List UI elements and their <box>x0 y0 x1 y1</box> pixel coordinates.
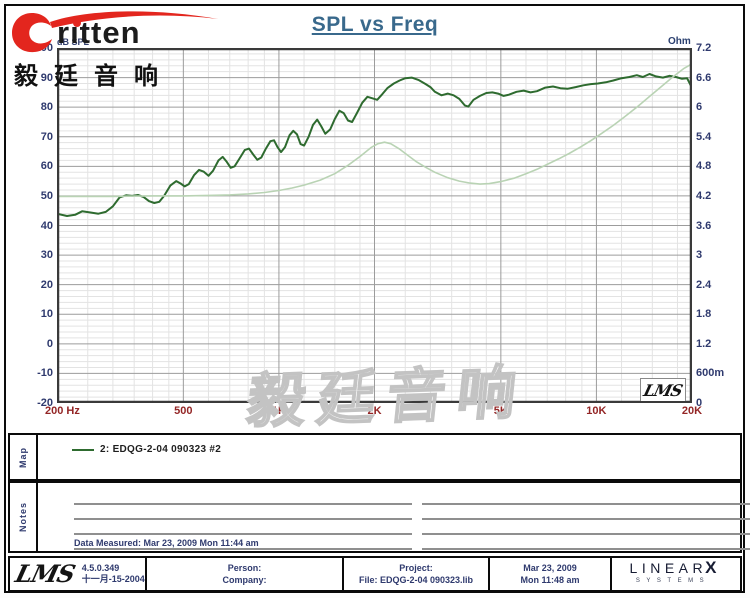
legend-entry: 2: EDQG-2-04 090323 #2 <box>72 444 221 455</box>
y-right-tick-label: 4.8 <box>696 160 712 173</box>
x-tick-label: 200 Hz <box>45 405 80 417</box>
y-left-tick-label: -10 <box>37 367 53 380</box>
map-section-label: Map <box>10 435 38 479</box>
brand-logo: rıtten 毅廷音响 <box>10 6 240 90</box>
y-right-axis-unit: Ohm <box>668 36 691 47</box>
y-right-tick-label: 0 <box>696 397 703 409</box>
y-left-tick-label: 70 <box>40 130 53 143</box>
footer-bar: LMS 4.5.0.349 十一月-15-2004 Person: Compan… <box>8 556 742 592</box>
y-right-tick-label: 3 <box>696 249 703 262</box>
y-left-tick-label: 50 <box>40 189 53 202</box>
app-version: 4.5.0.349 <box>81 563 120 573</box>
note-line <box>74 548 412 550</box>
x-tick-label: 5K <box>493 405 508 417</box>
company-name-cn: 毅廷音响 <box>14 63 174 90</box>
y-right-tick-label: 2.4 <box>696 278 712 291</box>
y-right-tick-label: 5.4 <box>696 130 712 143</box>
y-left-tick-label: 60 <box>40 160 53 173</box>
watermark-text: 毅廷音响 <box>243 359 532 436</box>
page-title: SPL vs Freq <box>311 13 439 36</box>
y-right-tick-label: 3.6 <box>696 219 712 232</box>
y-right-tick-label: 4.2 <box>696 189 712 202</box>
linearx-x: X <box>705 557 717 577</box>
spl-freq-plot <box>57 48 692 403</box>
linearx-text: LINEAR <box>629 559 708 576</box>
person-label: Person: <box>227 563 262 573</box>
notes-section: Notes Data Measured: Mar 23, 2009 Mon 11… <box>8 481 750 553</box>
y-left-tick-label: 90 <box>40 71 53 84</box>
x-tick-label: 1K <box>271 405 286 417</box>
note-line <box>422 503 750 505</box>
footer-person-cell: Person: Company: <box>147 558 344 590</box>
spl-curve <box>57 73 692 217</box>
notes-section-label: Notes <box>10 483 38 551</box>
y-right-tick-label: 6 <box>696 101 703 114</box>
linearx-logo: LINEAR X SYSTEMS <box>612 558 734 590</box>
y-right-tick-label: 7.2 <box>696 42 712 54</box>
impedance-curve <box>57 63 692 198</box>
y-left-tick-label: 20 <box>40 278 53 291</box>
lms-footer-logo: LMS <box>12 559 78 588</box>
note-line <box>422 518 750 520</box>
x-tick-label: 20K <box>681 405 703 417</box>
note-line <box>422 548 750 550</box>
project-label: Project: <box>399 563 433 573</box>
x-tick-label: 500 <box>174 405 193 417</box>
file-label: File: EDQG-2-04 090323.lib <box>358 575 474 585</box>
y-right-tick-label: 6.6 <box>696 71 712 84</box>
map-section-body: 2: EDQG-2-04 090323 #2 <box>38 435 740 479</box>
note-line <box>74 518 412 520</box>
y-left-tick-label: 80 <box>40 101 53 114</box>
y-left-tick-label: -20 <box>37 397 53 409</box>
app-version-date: 十一月-15-2004 <box>81 574 145 584</box>
footer-project-cell: Project: File: EDQG-2-04 090323.lib <box>344 558 490 590</box>
footer-datetime-cell: Mar 23, 2009 Mon 11:48 am <box>490 558 612 590</box>
y-left-tick-label: 30 <box>40 249 53 262</box>
y-right-tick-label: 1.2 <box>696 337 712 350</box>
y-left-tick-label: 10 <box>40 308 53 321</box>
lms-corner-logo: LMS <box>640 378 686 401</box>
footer-date: Mar 23, 2009 <box>523 563 577 573</box>
x-tick-label: 2K <box>367 405 382 417</box>
y-left-axis-unit: dB SPL <box>57 37 90 47</box>
note-line <box>74 503 412 505</box>
footer-time: Mon 11:48 am <box>520 575 580 585</box>
y-left-tick-label: 40 <box>40 219 53 232</box>
linearx-systems-text: SYSTEMS <box>635 577 711 584</box>
y-left-tick-label: 0 <box>46 337 53 350</box>
notes-section-body: Data Measured: Mar 23, 2009 Mon 11:44 am <box>38 483 750 551</box>
map-section: Map 2: EDQG-2-04 090323 #2 <box>8 433 742 481</box>
brand-text: rıtten <box>57 15 141 50</box>
note-line <box>422 533 750 535</box>
company-label: Company: <box>222 575 267 585</box>
y-right-tick-label: 1.8 <box>696 308 712 321</box>
y-right-tick-label: 600m <box>696 367 725 380</box>
footer-app-cell: LMS 4.5.0.349 十一月-15-2004 <box>10 558 147 590</box>
note-line <box>74 533 412 535</box>
lms-logo-text: LMS <box>641 380 685 400</box>
legend-swatch <box>72 448 94 451</box>
legend-label: 2: EDQG-2-04 090323 #2 <box>100 444 222 455</box>
brand-i-dot <box>73 19 81 27</box>
data-measured-text: Data Measured: Mar 23, 2009 Mon 11:44 am <box>74 538 259 548</box>
red-swoosh-icon <box>12 11 218 53</box>
x-tick-label: 10K <box>586 405 607 417</box>
